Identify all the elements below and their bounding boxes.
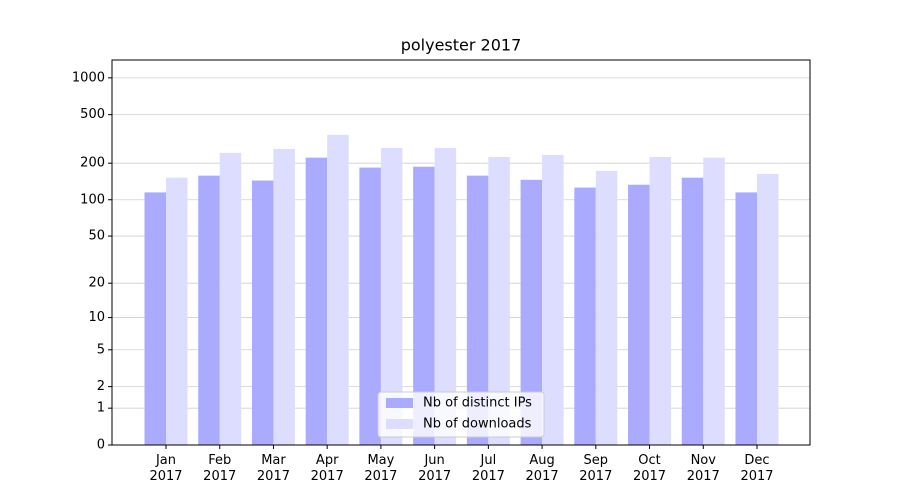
legend-swatch [386, 398, 413, 408]
bar [198, 175, 220, 445]
y-tick-label: 0 [97, 438, 105, 453]
bar [628, 184, 650, 445]
x-tick-label: Nov 2017 [686, 453, 720, 484]
x-tick-label: Apr 2017 [310, 453, 344, 484]
y-tick-label: 1 [97, 401, 105, 416]
legend-label: Nb of downloads [423, 417, 532, 432]
plot-frame [111, 59, 811, 446]
bar [466, 175, 489, 445]
bar [681, 177, 704, 446]
x-tick-label: May 2017 [364, 453, 398, 484]
bar [166, 177, 188, 446]
y-tick-label: 2 [97, 379, 105, 394]
y-tick-label: 5 [97, 342, 105, 357]
y-tick-label: 1000 [72, 70, 105, 85]
bar [359, 167, 381, 445]
bar [574, 187, 596, 446]
legend-box [377, 391, 545, 438]
y-tick-label: 500 [80, 107, 105, 122]
bar [327, 134, 349, 445]
bar [380, 147, 403, 445]
x-tick-label: Mar 2017 [256, 453, 290, 484]
y-tick-label: 50 [88, 229, 105, 244]
y-tick-label: 200 [80, 156, 105, 171]
legend-swatch [386, 419, 413, 429]
y-tick-label: 10 [88, 310, 105, 325]
chart-title: polyester 2017 [401, 36, 522, 55]
bar [305, 157, 328, 446]
bar [488, 156, 510, 445]
legend: Nb of distinct IPs Nb of downloads [377, 391, 545, 438]
bar [757, 173, 779, 445]
x-tick-label: Feb 2017 [203, 453, 237, 484]
bar [434, 147, 457, 445]
bar [144, 192, 166, 445]
x-tick-label: Jan 2017 [149, 453, 183, 484]
x-tick-label: Dec 2017 [740, 453, 774, 484]
y-tick-label: 20 [88, 276, 105, 291]
y-tick-label: 100 [80, 192, 105, 207]
bar [542, 154, 564, 445]
bar [520, 179, 543, 445]
bar [649, 156, 672, 445]
bar [273, 148, 295, 445]
bar [595, 170, 618, 445]
bar [219, 152, 242, 445]
x-tick-label: Aug 2017 [525, 453, 559, 484]
x-tick-label: Oct 2017 [632, 453, 667, 484]
x-tick-label: Sep 2017 [579, 453, 613, 484]
x-tick-label: Jun 2017 [418, 453, 452, 484]
bar [735, 192, 757, 445]
legend-label: Nb of distinct IPs [423, 396, 532, 411]
bar [703, 157, 725, 446]
bar [413, 166, 435, 445]
bar [251, 180, 274, 445]
x-tick-label: Jul 2017 [471, 453, 505, 484]
